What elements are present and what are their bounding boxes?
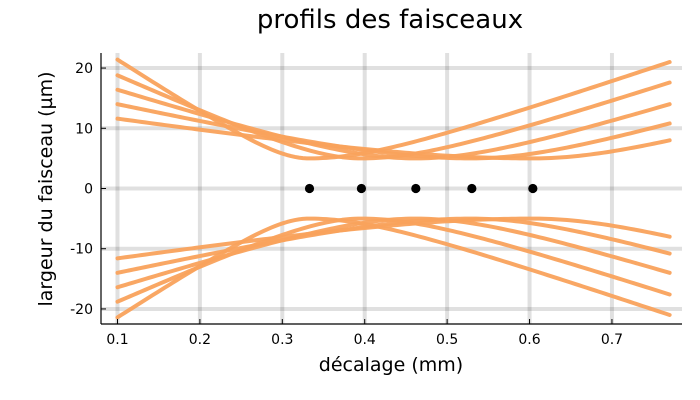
- y-tick-label: -10: [70, 242, 93, 258]
- x-tick-label: 0.2: [189, 332, 211, 348]
- beam-upper-line-4: [115, 102, 672, 161]
- x-ticks: 0.1 0.2 0.3 0.4 0.5 0.6 0.7: [106, 319, 623, 348]
- waist-point-1: [304, 183, 315, 194]
- y-ticks: -20 -10 0 10 20: [70, 61, 106, 318]
- beam-upper-line-5: [115, 116, 672, 161]
- beam-upper-line-3: [115, 87, 672, 161]
- x-tick-label: 0.1: [106, 332, 128, 348]
- beam-lower-line-4: [115, 216, 672, 275]
- x-tick-label: 0.5: [436, 332, 458, 348]
- y-tick-label: 0: [84, 182, 93, 198]
- waist-point-2: [356, 183, 367, 194]
- waist-point-3: [411, 183, 421, 194]
- y-axis-label: largeur du faisceau (µm): [35, 72, 57, 307]
- y-tick-label: 20: [75, 61, 93, 77]
- y-tick-label: -20: [70, 302, 93, 318]
- x-tick-label: 0.6: [518, 332, 540, 348]
- grid: [101, 53, 682, 324]
- y-tick-label: 10: [75, 121, 93, 137]
- x-axis-label: décalage (mm): [319, 354, 463, 376]
- waist-point-5: [528, 183, 538, 194]
- series-layer: [115, 57, 672, 320]
- x-tick-label: 0.7: [601, 332, 623, 348]
- waist-points: [304, 183, 538, 194]
- x-tick-label: 0.4: [354, 332, 376, 348]
- beam-lower-line-3: [115, 216, 672, 290]
- beam-lower-line-5: [115, 216, 672, 261]
- x-tick-label: 0.3: [271, 332, 293, 348]
- waist-point-4: [467, 183, 477, 194]
- chart-title: profils des faisceaux: [257, 5, 523, 35]
